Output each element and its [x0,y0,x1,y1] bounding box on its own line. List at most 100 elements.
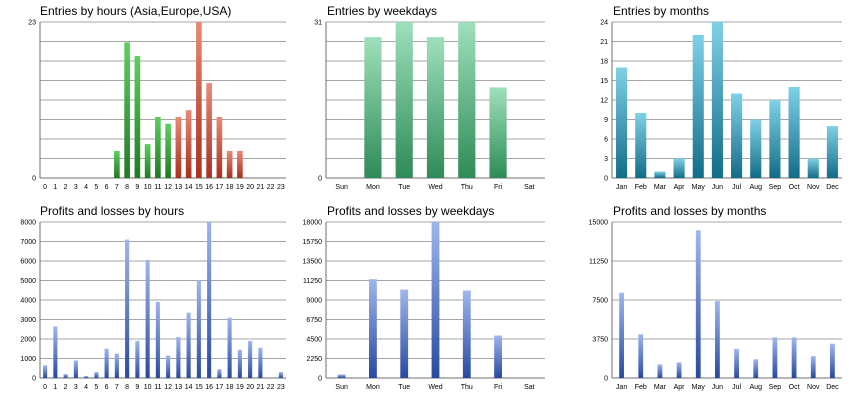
bar [400,289,409,378]
bar [278,372,283,378]
bar [791,337,797,378]
x-tick-label: 17 [215,384,223,391]
y-tick-label: 18 [600,59,608,66]
x-tick-label: 15 [195,184,203,191]
bar [731,93,743,178]
x-tick-label: Wed [428,184,442,191]
bar [715,301,720,378]
x-tick-label: Sat [524,384,535,391]
y-tick-label: 18000 [303,220,323,227]
y-tick-label: 15 [600,78,608,85]
bar [185,110,192,178]
x-tick-label: Sep [769,384,782,391]
y-tick-label: 0 [318,376,322,383]
x-tick-label: 0 [43,184,47,191]
y-tick-label: 6 [604,137,608,144]
bar [807,158,819,178]
x-tick-label: 7 [115,384,119,391]
x-tick-label: 20 [246,384,254,391]
x-tick-label: Jul [732,384,741,391]
bar [673,158,685,178]
x-tick-label: 6 [105,184,109,191]
x-tick-label: May [692,184,706,191]
x-tick-label: 23 [277,384,285,391]
bar [135,340,140,378]
x-tick-label: Jun [712,384,723,391]
x-tick-label: Jan [616,384,627,391]
bar [619,292,624,378]
bar [165,123,171,178]
x-tick-label: 14 [185,184,193,191]
x-tick-label: 1 [53,384,57,391]
bar [226,150,233,178]
x-tick-label: 8 [125,184,129,191]
x-tick-label: Oct [789,384,800,391]
x-tick-label: 2 [64,184,68,191]
x-tick-label: Oct [789,184,800,191]
x-tick-label: 16 [205,384,213,391]
bar [635,113,647,178]
chart-title: Profits and losses by months [613,204,767,218]
bar [654,171,666,178]
x-tick-label: 5 [94,384,98,391]
bar [364,37,382,179]
x-tick-label: 13 [174,184,182,191]
x-tick-label: 18 [226,384,234,391]
x-tick-label: Sep [769,184,782,191]
bar [125,239,130,378]
x-tick-label: 19 [236,384,244,391]
bar [227,317,232,378]
bar [166,355,171,378]
bar [144,144,151,178]
y-tick-label: 9000 [306,298,322,305]
y-tick-label: 6750 [306,317,322,324]
x-tick-label: 20 [246,184,254,191]
bar [772,337,778,378]
x-tick-label: Mar [654,184,667,191]
bar [186,312,191,378]
bar [369,279,377,378]
bar [114,353,119,378]
x-tick-label: 12 [164,384,172,391]
x-tick-label: Dec [826,384,839,391]
x-tick-label: Sat [524,184,535,191]
y-tick-label: 11250 [303,278,322,285]
x-tick-label: 13 [174,384,182,391]
x-tick-label: 23 [277,184,285,191]
bar [657,364,663,378]
chart-title: Entries by weekdays [327,4,438,18]
chart-title: Profits and losses by weekdays [327,204,495,218]
x-tick-label: 9 [135,184,139,191]
y-tick-label: 2000 [20,337,36,344]
bar [676,362,682,378]
y-tick-label: 4000 [20,298,36,305]
bar [155,301,160,378]
bar [337,374,346,378]
bar [176,337,181,378]
x-tick-label: Apr [674,384,686,391]
y-tick-label: 15000 [589,220,609,227]
x-tick-label: 10 [144,184,152,191]
x-tick-label: Jan [616,184,627,191]
x-tick-label: Jul [732,184,741,191]
y-tick-label: 5000 [20,278,36,285]
chart-title: Profits and losses by hours [40,204,185,218]
y-tick-label: 2250 [306,356,322,363]
x-tick-label: Tue [398,384,410,391]
bar [196,280,201,378]
y-tick-label: 0 [604,176,608,183]
bar [216,116,223,178]
bar [489,87,507,178]
y-tick-label: 11250 [589,259,608,266]
y-tick-label: 3000 [20,317,36,324]
x-tick-label: Fri [494,184,503,191]
y-tick-label: 9 [604,117,608,124]
bar [769,100,781,178]
bar [494,335,502,378]
y-tick-label: 4500 [306,337,322,344]
x-tick-label: May [692,384,706,391]
x-tick-label: 2 [64,384,68,391]
bar [258,347,263,378]
bar [711,22,723,178]
